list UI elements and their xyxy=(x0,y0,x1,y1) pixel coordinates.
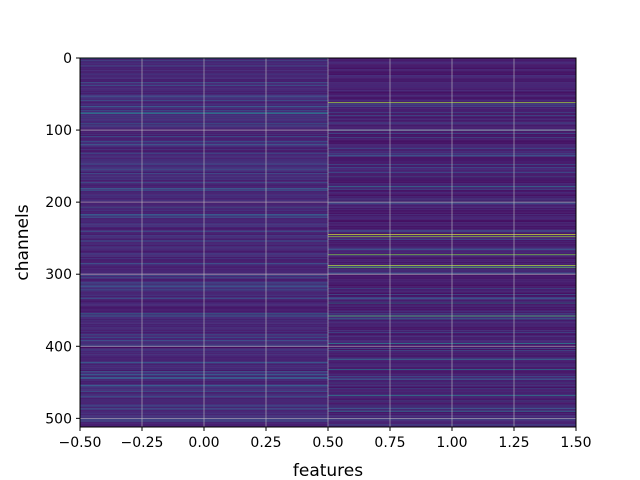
x-axis: −0.50 −0.25 0.00 0.25 0.50 0.75 1.00 1.25 1.50 xyxy=(59,427,592,451)
x-tick-label: 0.00 xyxy=(188,435,219,451)
x-tick-label: 0.75 xyxy=(374,435,405,451)
x-tick-label: 1.00 xyxy=(436,435,467,451)
y-tick-label: 0 xyxy=(63,51,72,67)
x-axis-label: features xyxy=(293,461,363,480)
x-tick-label: 0.25 xyxy=(250,435,281,451)
y-tick-label: 400 xyxy=(45,339,72,355)
y-tick-label: 100 xyxy=(45,123,72,139)
x-tick-label: 1.25 xyxy=(498,435,529,451)
y-axis: 0 100 200 300 400 500 xyxy=(45,51,80,427)
x-tick-label: −0.25 xyxy=(121,435,164,451)
x-tick-label: −0.50 xyxy=(59,435,102,451)
x-tick-label: 1.50 xyxy=(560,435,591,451)
y-tick-label: 200 xyxy=(45,195,72,211)
x-tick-label: 0.50 xyxy=(312,435,343,451)
y-tick-label: 300 xyxy=(45,267,72,283)
y-axis-label: channels xyxy=(13,204,33,280)
y-tick-label: 500 xyxy=(45,411,72,427)
